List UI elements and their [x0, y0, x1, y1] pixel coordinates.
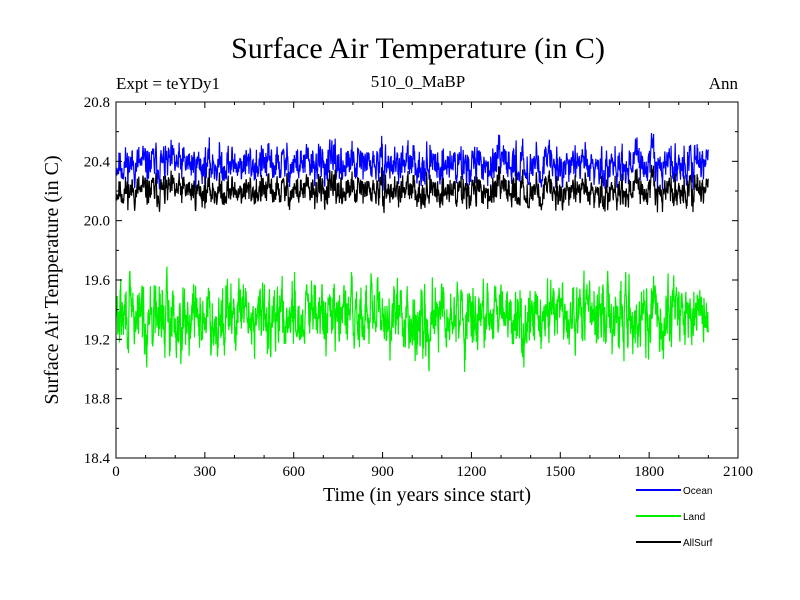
- legend-label-ocean: Ocean: [683, 486, 712, 497]
- y-tick-label: 18.8: [84, 392, 110, 408]
- experiment-label: Expt = teYDy1: [116, 74, 220, 93]
- y-tick-label: 20.0: [84, 214, 110, 230]
- series-line-ocean: [115, 132, 709, 191]
- x-tick-label: 1500: [545, 464, 575, 480]
- x-tick-label: 300: [194, 464, 217, 480]
- axis-layer: 0 300 600 900 1200 1500 1800 2100 18.4 18.8 19.2 19…: [84, 95, 753, 480]
- y-axis-title: Surface Air Temperature (in C): [41, 155, 63, 404]
- x-axis-title: Time (in years since start): [323, 484, 531, 506]
- series-line-land: [115, 266, 709, 373]
- x-tick-label: 900: [371, 464, 394, 480]
- y-tick-label: 19.2: [84, 332, 110, 348]
- x-tick-label: 600: [282, 464, 305, 480]
- legend: Ocean Land AllSurf: [636, 486, 713, 549]
- legend-label-land: Land: [683, 512, 705, 523]
- season-label: Ann: [709, 74, 739, 93]
- chart-title: Surface Air Temperature (in C): [231, 32, 605, 65]
- y-tick-label: 19.6: [84, 273, 111, 289]
- x-tick-label: 2100: [723, 464, 753, 480]
- x-tick-label: 1200: [456, 464, 486, 480]
- x-tick-label: 1800: [634, 464, 664, 480]
- y-tick-label: 20.4: [84, 154, 111, 170]
- series-line-allsurf: [115, 164, 709, 214]
- legend-label-allsurf: AllSurf: [683, 538, 713, 549]
- series-layer: [115, 132, 709, 373]
- x-tick-label: 0: [112, 464, 120, 480]
- y-tick-label: 20.8: [84, 95, 110, 111]
- period-label: 510_0_MaBP: [371, 72, 465, 91]
- y-tick-label: 18.4: [84, 451, 111, 467]
